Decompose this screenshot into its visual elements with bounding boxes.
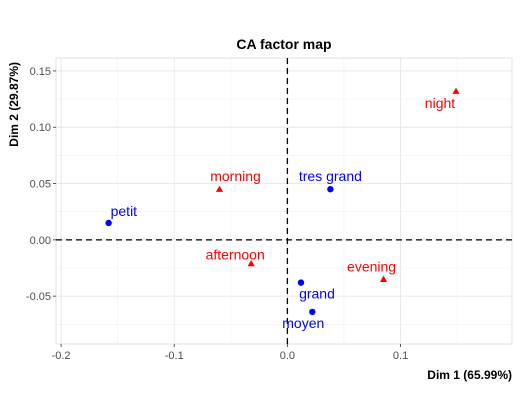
x-tick-label: -0.2	[52, 350, 71, 362]
y-tick-label: 0.10	[30, 122, 51, 134]
major-gridlines	[56, 58, 512, 344]
x-axis-title: Dim 1 (65.99%)	[427, 368, 512, 382]
y-axis-ticks: -0.05 0.00 0.05 0.10 0.15	[26, 66, 56, 303]
x-axis-ticks: -0.2 -0.1 0.0 0.1	[52, 344, 408, 362]
y-tick-label: 0.15	[30, 66, 51, 78]
point-tres-grand	[327, 185, 334, 193]
point-night	[452, 87, 460, 94]
point-label-petit: petit	[111, 203, 138, 219]
y-axis-title: Dim 2 (29.87%)	[7, 62, 21, 147]
point-petit	[105, 219, 112, 227]
x-tick-label: 0.0	[280, 350, 295, 362]
point-label-moyen: moyen	[282, 315, 324, 331]
x-tick-label: -0.1	[165, 350, 184, 362]
y-tick-label: -0.05	[26, 291, 51, 303]
point-morning	[215, 185, 224, 192]
point-afternoon	[247, 259, 255, 267]
y-tick-label: 0.05	[30, 179, 51, 191]
point-label-afternoon: afternoon	[206, 246, 265, 262]
point-label-morning: morning	[210, 168, 261, 184]
x-tick-label: 0.1	[393, 350, 408, 362]
data-points: petit tres grand grand moyen night morning aft…	[105, 87, 460, 331]
point-grand	[297, 279, 305, 286]
point-label-night: night	[425, 95, 455, 111]
minor-gridlines	[56, 58, 512, 344]
chart-title: CA factor map	[236, 36, 331, 52]
y-tick-label: 0.00	[30, 235, 51, 247]
point-label-evening: evening	[347, 258, 396, 274]
point-evening	[379, 275, 388, 282]
point-label-grand: grand	[299, 286, 335, 302]
point-label-tres-grand: tres grand	[299, 168, 362, 184]
point-moyen	[309, 308, 316, 316]
plot-border	[55, 57, 513, 345]
